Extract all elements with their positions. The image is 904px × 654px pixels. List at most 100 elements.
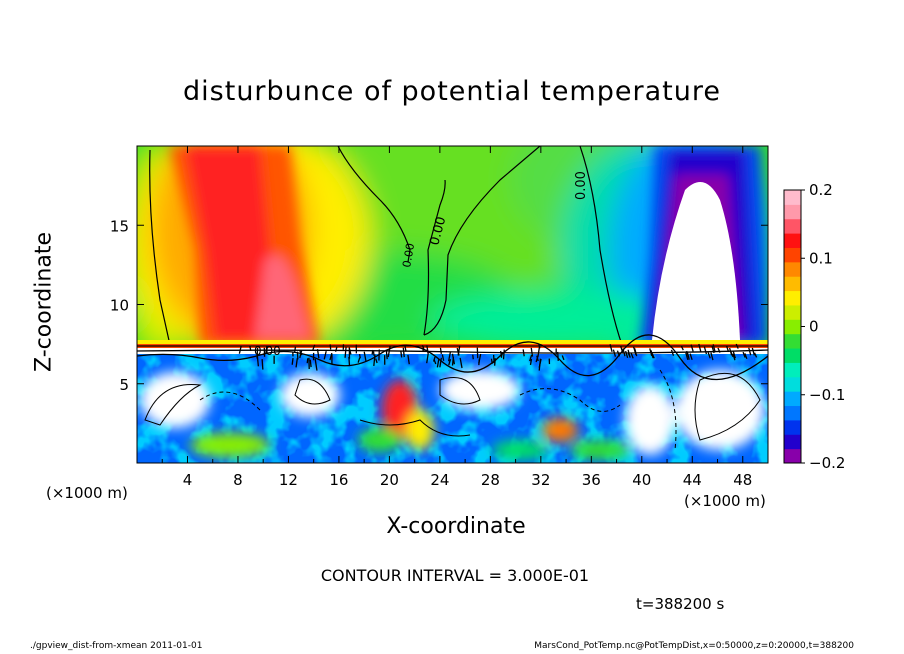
footer-script-name: ./gpview_dist-from-xmean 2011-01-01 <box>30 641 203 651</box>
contour-line <box>199 391 261 411</box>
turbulence-mark <box>312 344 316 351</box>
turbulence-mark <box>616 350 621 357</box>
turbulence-mark <box>400 351 403 358</box>
colorbar-swatch <box>784 448 801 464</box>
turbulence-mark <box>630 352 634 359</box>
x-unit-left: (×1000 m) <box>46 484 128 502</box>
x-tick-label: 36 <box>582 471 601 489</box>
turbulence-mark <box>717 347 721 353</box>
chart-title: disturbunce of potential temperature <box>183 76 721 107</box>
turbulence-mark <box>299 350 303 356</box>
turbulence-mark <box>625 350 629 358</box>
turbulence-mark <box>439 357 443 368</box>
colorbar-tick-label: 0.2 <box>809 181 833 199</box>
turbulence-mark <box>751 347 755 356</box>
turbulence-mark <box>535 357 539 363</box>
x-tick-label: 44 <box>683 471 702 489</box>
turbulence-mark <box>634 348 638 357</box>
turbulence-mark <box>538 358 542 371</box>
x-tick-label: 40 <box>632 471 651 489</box>
colorbar-swatch <box>784 405 801 421</box>
colorbar-swatch <box>784 362 801 378</box>
turbulence-mark <box>612 349 617 357</box>
turbulence-mark <box>316 349 320 359</box>
turbulence-mark <box>707 352 711 359</box>
contour-line <box>137 334 768 381</box>
turbulence-mark <box>421 344 425 351</box>
time-label: t=388200 s <box>636 595 725 613</box>
turbulence-mark <box>432 356 436 362</box>
colorbar-swatch <box>784 276 801 292</box>
turbulence-mark <box>314 358 318 371</box>
turbulence-mark <box>735 343 739 349</box>
turbulence-mark <box>402 347 405 358</box>
y-tick-label: 15 <box>110 217 129 235</box>
x-tick-label: 12 <box>279 471 298 489</box>
turbulence-mark <box>371 349 374 355</box>
colorbar-swatch <box>784 190 801 205</box>
turbulence-mark <box>728 347 733 356</box>
turbulence-mark <box>732 353 736 361</box>
x-unit-right: (×1000 m) <box>684 492 766 510</box>
turbulence-mark <box>502 349 505 360</box>
turbulence-mark <box>439 347 442 354</box>
turbulence-mark <box>265 345 268 354</box>
plot-area: 0.00 0.00 0.00 0.00 <box>137 146 768 463</box>
turbulence-mark <box>457 345 461 356</box>
x-axis-label: X-coordinate <box>386 514 526 539</box>
colorbar-swatch <box>784 319 801 335</box>
turbulence-mark <box>622 348 626 357</box>
turbulence-mark <box>436 358 440 368</box>
turbulence-mark <box>387 346 391 358</box>
x-tick-label: 28 <box>481 471 500 489</box>
contour-line <box>659 369 677 451</box>
contour-label: 0.00 <box>427 215 449 247</box>
contour-line <box>294 378 331 405</box>
colorbar-swatch <box>784 391 801 407</box>
turbulence-mark <box>490 358 493 364</box>
colorbar-swatch <box>784 233 801 248</box>
turbulence-mark <box>291 357 294 365</box>
y-tick-label: 10 <box>110 297 129 315</box>
y-axis-label: Z-coordinate <box>31 232 57 372</box>
turbulence-mark <box>698 343 702 352</box>
turbulence-mark <box>373 354 376 366</box>
x-tick-label: 24 <box>430 471 449 489</box>
turbulence-mark <box>404 345 407 352</box>
turbulence-mark <box>650 350 654 359</box>
x-tick-label: 16 <box>329 471 348 489</box>
colorbar-swatch <box>784 348 801 363</box>
x-tick-label: 8 <box>233 471 243 489</box>
colorbar-swatch <box>784 333 801 349</box>
upper-field <box>137 146 768 349</box>
turbulence-mark <box>494 358 496 366</box>
turbulence-mark <box>447 351 452 362</box>
contour-line <box>137 349 768 354</box>
x-axis: 4 8 12 16 20 24 28 32 36 40 44 48 <box>161 146 752 489</box>
colorbar-swatch <box>784 204 801 220</box>
turbulence-mark <box>649 348 653 356</box>
turbulence-mark <box>703 346 708 355</box>
colorbar-tick-label: −0.1 <box>809 386 845 404</box>
turbulence-mark <box>459 357 463 369</box>
contour-line <box>144 383 202 426</box>
turbulence-mark <box>557 351 559 362</box>
colorbar-swatch <box>784 247 801 263</box>
colorbar-tick-label: −0.2 <box>809 454 845 472</box>
colorbar-swatch <box>784 419 801 435</box>
turbulence-mark <box>261 359 264 370</box>
contour-line <box>439 377 481 405</box>
turbulence-mark <box>685 352 689 360</box>
turbulence-mark <box>530 347 534 357</box>
turbulence-mark <box>753 352 758 358</box>
x-tick-label: 48 <box>733 471 752 489</box>
colorbar: 0.2 0.1 0 −0.1 −0.2 <box>783 181 845 472</box>
contour-label: 0.00 <box>400 242 417 268</box>
colorbar-swatch <box>784 434 801 450</box>
turbulence-marks <box>238 343 758 371</box>
turbulence-mark <box>522 349 525 357</box>
contour-line <box>359 419 471 437</box>
turbulence-mark <box>385 349 388 360</box>
y-tick-label: 5 <box>119 376 129 394</box>
contour-line <box>519 388 621 412</box>
